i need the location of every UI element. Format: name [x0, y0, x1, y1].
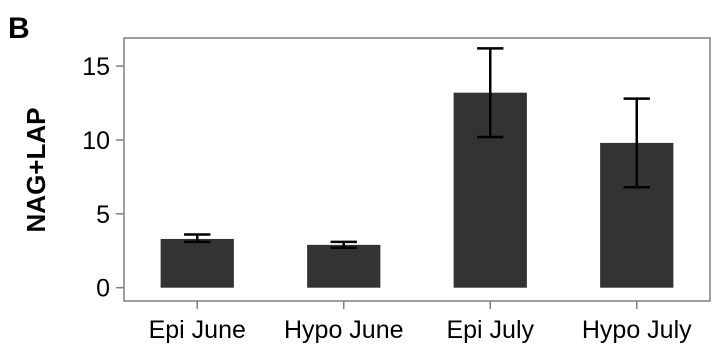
panel-label: B: [8, 12, 30, 45]
y-tick-label-10: 10: [82, 127, 110, 155]
x-tick-label-hypo-july: Hypo July: [582, 316, 692, 344]
y-tick-label-0: 0: [96, 275, 110, 303]
y-tick-label-15: 15: [82, 53, 110, 81]
y-axis-label: NAG+LAP: [21, 108, 51, 233]
x-tick-label-epi-june: Epi June: [149, 316, 246, 344]
y-axis: 0 5 10 15: [82, 53, 124, 303]
x-tick-label-hypo-june: Hypo June: [284, 316, 404, 344]
error-bars-group: [184, 47, 650, 250]
bar-hypo-june: [307, 244, 381, 288]
plot-panel-border: [123, 37, 711, 302]
x-tick-label-epi-july: Epi July: [446, 316, 534, 344]
bars-group: [160, 92, 674, 288]
bar-epi-june: [160, 238, 234, 288]
y-tick-label-5: 5: [96, 201, 110, 229]
x-axis: Epi June Hypo June Epi July Hypo July: [149, 301, 692, 344]
